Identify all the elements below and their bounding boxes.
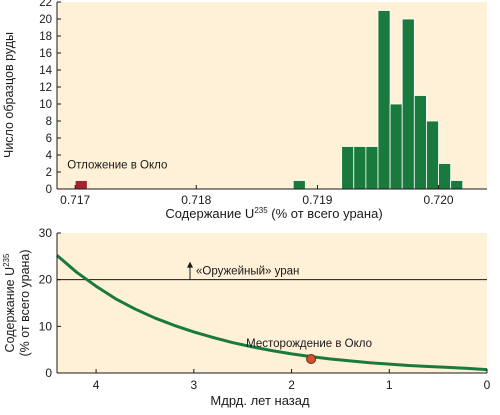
- weapons-grade-label: «Оружейный» уран: [196, 266, 299, 278]
- histogram-y-tick-label-9: 18: [39, 31, 52, 43]
- decay-y-axis-label-line2: (% от всего урана): [18, 249, 32, 356]
- histogram-bar-0-7: [413, 95, 427, 190]
- decay-x-axis-label: Мдрд. лет назад: [210, 393, 310, 408]
- decay-x-tick-label-3: 1: [386, 378, 393, 392]
- decay-y-tick-label-2: 20: [39, 273, 53, 287]
- histogram-y-tick-label-5: 10: [39, 99, 52, 111]
- oklo-deposit-marker: [306, 354, 317, 364]
- histogram-y-tick-label-8: 16: [39, 48, 52, 60]
- histogram-x-axis-label: Содержание U235 (% от всего урана): [165, 206, 382, 221]
- oklo-deposit-annotation: Отложение в Окло: [67, 160, 167, 172]
- histogram-bar-0-10: [450, 180, 464, 190]
- histogram-bars: [74, 10, 464, 190]
- histogram-bar-0-3: [365, 146, 379, 190]
- histogram-bar-1-0: [74, 180, 88, 190]
- histogram-y-tick-label-11: 22: [39, 0, 52, 9]
- histogram-x-label-suffix: (% от всего урана): [268, 206, 383, 221]
- histogram-x-tick-label-2: 0.719: [302, 193, 332, 207]
- histogram-bar-0-0: [292, 180, 306, 190]
- histogram-x-label-prefix: Содержание U: [165, 206, 254, 221]
- decay-y-tick-label-1: 10: [39, 319, 53, 333]
- weapons-grade-arrow-icon: [187, 261, 193, 280]
- histogram-x-tick-label-1: 0.718: [181, 193, 211, 207]
- histogram-x-tick-label-0: 0.717: [60, 193, 90, 207]
- histogram-y-tick-label-7: 14: [39, 65, 52, 77]
- histogram-bar-0-4: [377, 10, 391, 190]
- decay-y-tick-label-0: 0: [45, 366, 52, 380]
- histogram-x-label-sup: 235: [254, 206, 268, 215]
- decay-x-tick-label-0: 4: [93, 378, 100, 392]
- histogram-bar-0-9: [438, 163, 452, 190]
- histogram-bar-0-8: [426, 120, 439, 190]
- histogram-bar-0-6: [401, 18, 415, 190]
- histogram-y-tick-label-6: 12: [39, 82, 52, 94]
- decay-y-label-sup: 235: [2, 253, 11, 267]
- u235-decay-curve: [56, 254, 488, 372]
- decay-x-tick-label-1: 3: [190, 378, 197, 392]
- decay-y-axis-label: Содержание U235: [2, 253, 17, 352]
- histogram-bar-0-2: [353, 146, 367, 190]
- decay-x-tick-label-2: 2: [288, 378, 295, 392]
- histogram-y-axis-label: Число образцов руды: [2, 32, 16, 158]
- histogram-bar-0-5: [389, 103, 403, 190]
- histogram-y-tick-label-3: 6: [46, 133, 52, 145]
- histogram-bar-0-1: [341, 146, 355, 190]
- histogram-y-tick-label-10: 20: [39, 14, 52, 26]
- oklo-deposit-label: Месторождение в Окло: [246, 338, 372, 350]
- histogram-y-tick-label-0: 0: [46, 184, 52, 196]
- histogram-y-tick-label-1: 2: [46, 167, 52, 179]
- decay-x-tick-label-4: 0: [484, 378, 491, 392]
- histogram-x-tick-label-3: 0.720: [424, 193, 454, 207]
- decay-y-tick-label-3: 30: [39, 226, 53, 240]
- histogram-axes: 0 2 4 6 8 10 12 14 16 18 20 22 0.717 0.718 0.719 0.720: [39, 0, 487, 207]
- histogram-y-tick-label-4: 8: [46, 116, 52, 128]
- histogram-y-tick-label-2: 4: [46, 150, 53, 162]
- weapons-grade-arrow-head: [187, 261, 193, 268]
- decay-y-label-prefix: Содержание U: [3, 267, 17, 353]
